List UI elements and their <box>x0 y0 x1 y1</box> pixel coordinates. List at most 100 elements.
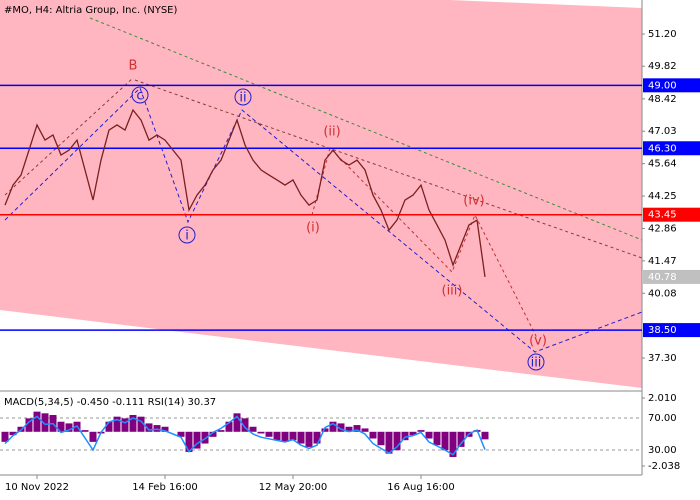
y2-tick-label: 70.00 <box>648 413 677 424</box>
wave-label: ii <box>239 91 246 106</box>
macd-bar <box>369 431 377 439</box>
macd-bar <box>457 431 465 447</box>
macd-bar <box>433 431 441 446</box>
macd-bar <box>297 431 305 444</box>
x-tick-label: 10 Nov 2022 <box>5 482 69 493</box>
macd-bar <box>185 431 193 452</box>
level-label: 46.30 <box>648 143 677 154</box>
macd-bar <box>481 431 489 440</box>
macd-bar <box>209 431 217 437</box>
macd-bar <box>153 425 161 432</box>
y-tick-label: 47.03 <box>648 126 677 137</box>
price-line <box>4 108 486 278</box>
level-label: 49.00 <box>648 80 677 91</box>
macd-bar <box>425 431 433 439</box>
macd-bar <box>65 423 73 432</box>
wave-label: c <box>136 89 143 104</box>
y-tick-label: 49.82 <box>648 61 677 72</box>
y-tick-label: 48.42 <box>648 94 677 105</box>
last-price-label: 40.78 <box>648 272 677 283</box>
macd-bar <box>353 425 361 432</box>
macd-bar <box>177 431 185 437</box>
wave-label: (ii) <box>323 125 340 140</box>
macd-bar <box>129 415 137 432</box>
macd-bar <box>409 431 417 436</box>
macd-bar <box>281 431 289 442</box>
macd-bar <box>233 413 241 432</box>
macd-bar <box>393 431 401 451</box>
x-tick-label: 14 Feb 16:00 <box>132 482 198 493</box>
macd-bar <box>121 418 129 432</box>
macd-bar <box>1 431 9 442</box>
macd-bar <box>81 430 89 432</box>
chart-title: #MO, H4: Altria Group, Inc. (NYSE) <box>4 5 178 16</box>
wave-label: (i) <box>306 221 320 236</box>
y-tick-label: 44.25 <box>648 191 677 202</box>
wave-circle <box>527 353 545 371</box>
level-tag <box>643 78 700 93</box>
macd-bar <box>25 418 33 432</box>
wave-label: B <box>129 59 138 74</box>
macd-bar <box>313 431 321 444</box>
y-tick-label: 2.010 <box>648 393 677 404</box>
macd-bar <box>441 431 449 451</box>
y-tick-label: -2.038 <box>648 461 680 472</box>
y-tick-label: 45.64 <box>648 159 677 170</box>
macd-bar <box>337 423 345 432</box>
y-tick-label: 51.20 <box>648 29 677 40</box>
macd-bar <box>41 413 49 432</box>
wave-circle <box>234 88 252 106</box>
indicator-title: MACD(5,34,5) -0.450 -0.111 RSI(14) 30.37 <box>4 397 216 408</box>
macd-bar <box>193 431 201 449</box>
wave-line <box>4 77 134 196</box>
macd-bar <box>265 431 273 437</box>
wave-label: (iv) <box>463 194 484 209</box>
macd-bar <box>361 428 369 432</box>
y-tick-label: 40.08 <box>648 288 677 299</box>
macd-bar <box>9 431 17 436</box>
level-tag <box>643 323 700 338</box>
macd-bar <box>289 431 297 441</box>
y-tick-label: 42.86 <box>648 223 677 234</box>
macd-bar <box>113 416 121 432</box>
last-price-tag <box>643 269 700 284</box>
macd-bar <box>273 431 281 441</box>
rsi-line <box>4 415 486 456</box>
y2-tick-label: 30.00 <box>648 445 677 456</box>
wave-line <box>4 87 643 353</box>
wave-circle <box>131 86 149 104</box>
macd-bar <box>321 428 329 432</box>
macd-bar <box>241 418 249 432</box>
macd-bar <box>161 426 169 432</box>
macd-bar <box>345 426 353 432</box>
macd-bar <box>377 431 385 446</box>
wave-label: (iii) <box>442 284 463 299</box>
x-tick-label: 16 Aug 16:00 <box>387 482 454 493</box>
level-label: 43.45 <box>648 210 677 221</box>
x-tick-label: 12 May 20:00 <box>259 482 328 493</box>
level-tag <box>643 141 700 156</box>
macd-bar <box>57 421 65 432</box>
channel <box>0 0 642 388</box>
level-tag <box>643 207 700 222</box>
macd-bar <box>105 421 113 432</box>
macd-bar <box>89 431 97 442</box>
macd-bar <box>385 431 393 454</box>
macd-bar <box>33 411 41 432</box>
wave-label: iii <box>531 356 542 371</box>
level-label: 38.50 <box>648 325 677 336</box>
wave-circle <box>178 226 196 244</box>
macd-bar <box>305 431 313 447</box>
macd-bar <box>257 431 265 434</box>
macd-bar <box>449 431 457 457</box>
wave-label: i <box>185 229 189 244</box>
macd-bar <box>217 430 225 432</box>
macd-bar <box>401 431 409 441</box>
macd-bar <box>249 426 257 432</box>
macd-bar <box>329 421 337 432</box>
macd-bar <box>145 423 153 432</box>
wave-line <box>311 147 538 339</box>
macd-bar <box>137 416 145 432</box>
macd-bar <box>417 430 425 432</box>
